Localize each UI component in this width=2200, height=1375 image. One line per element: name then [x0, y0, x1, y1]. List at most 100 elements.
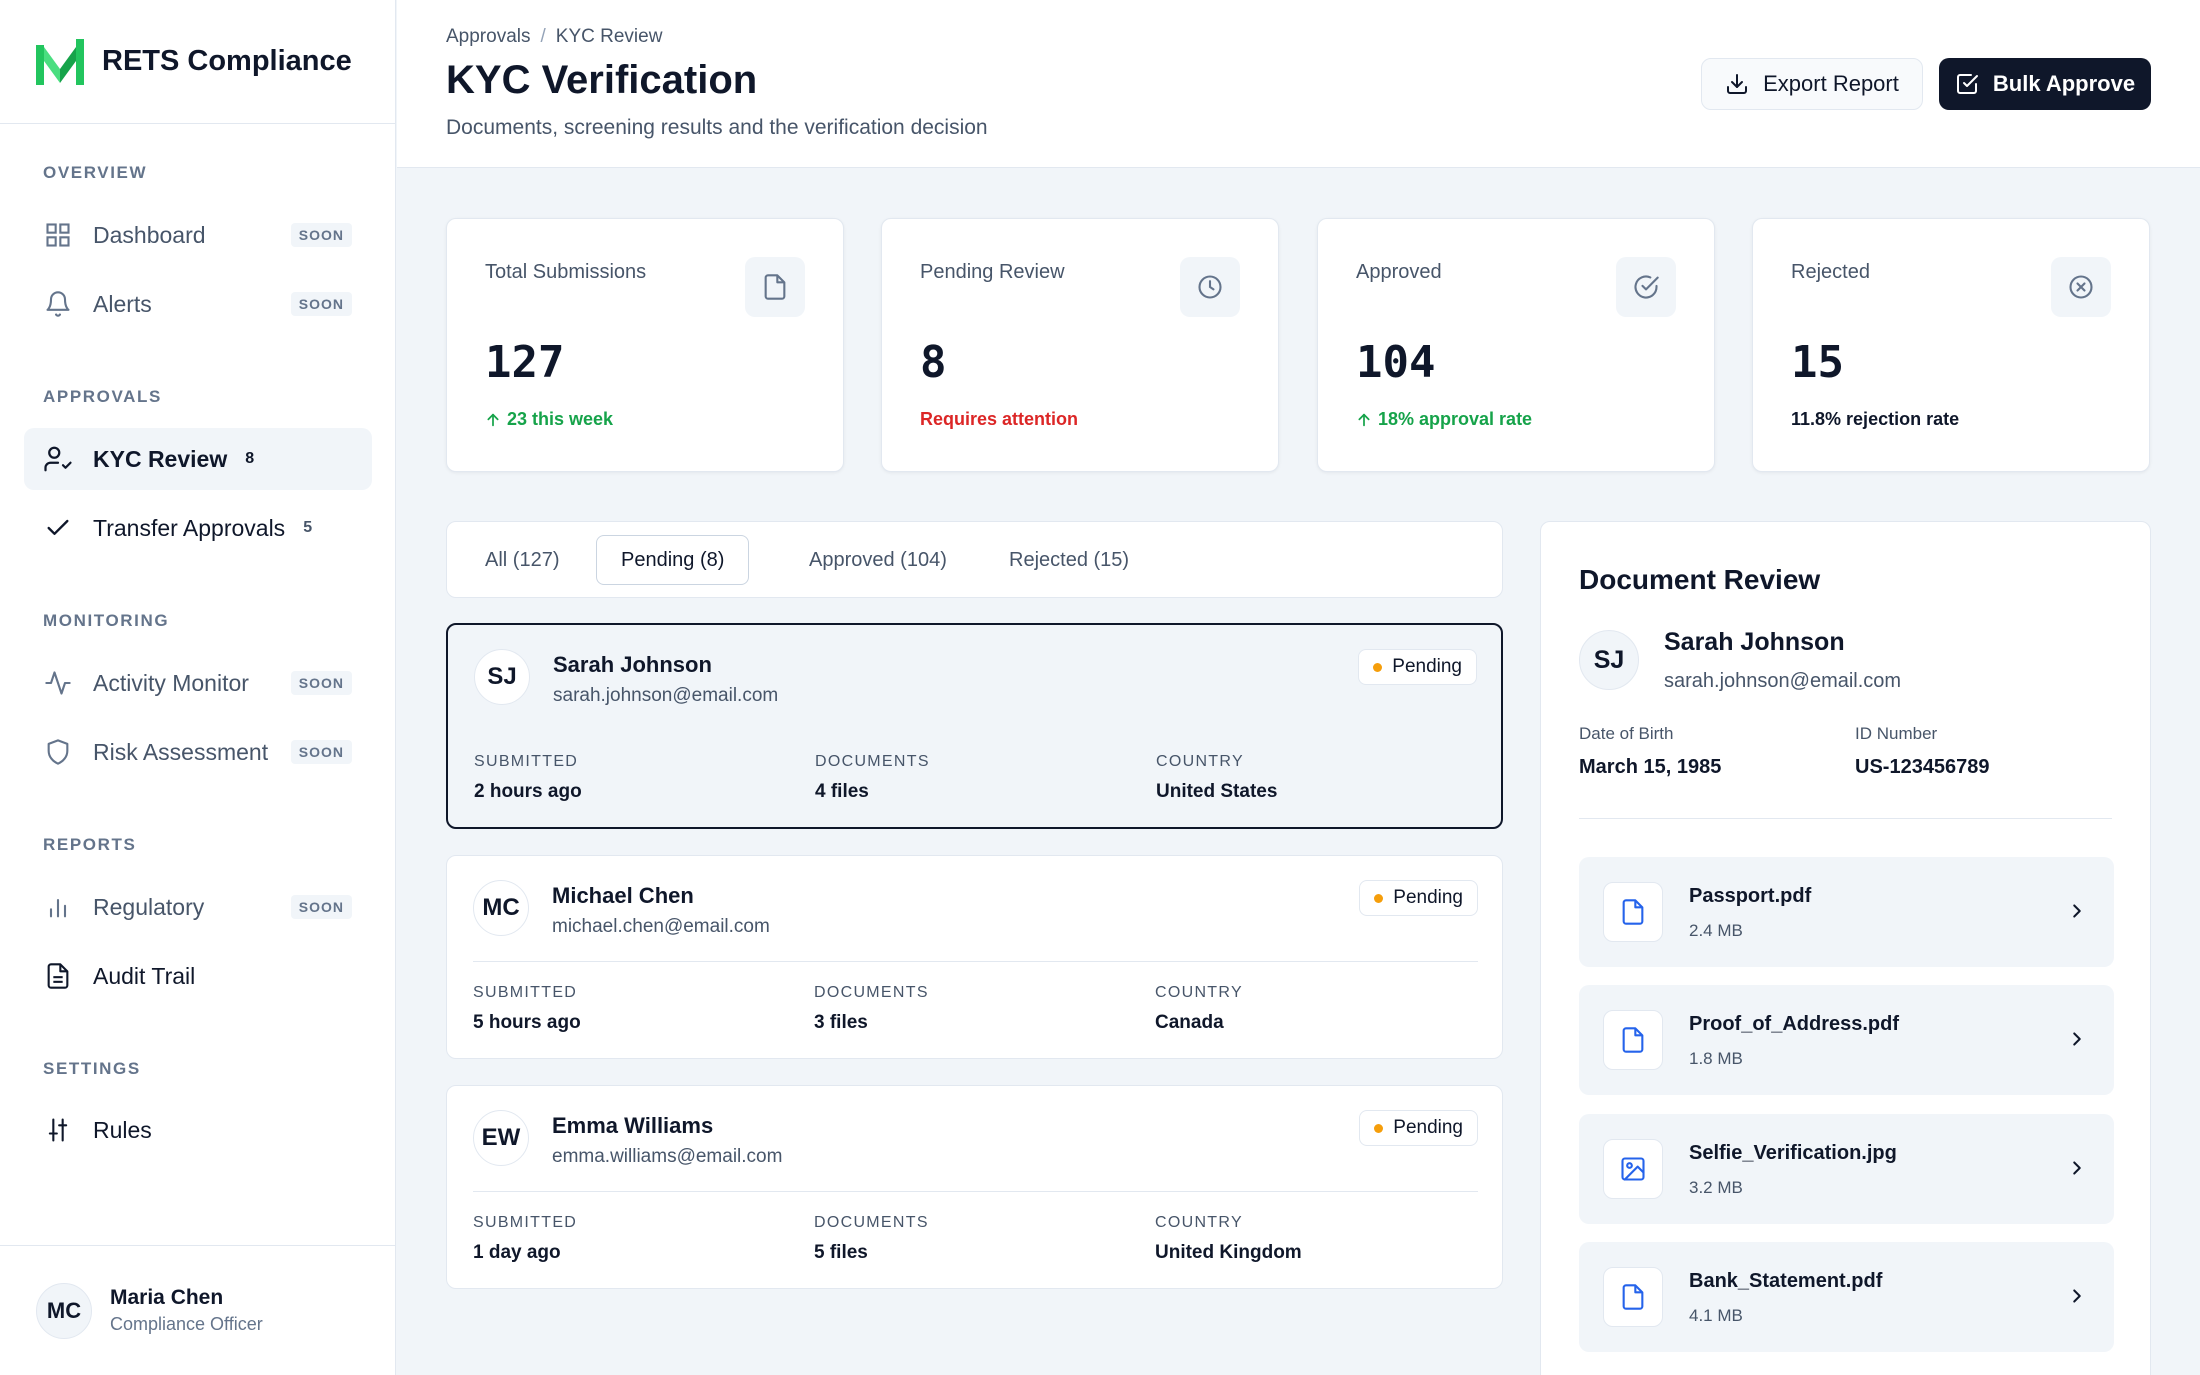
status-dot-icon	[1373, 662, 1383, 672]
applicant-email: michael.chen@email.com	[552, 916, 770, 937]
tab-all[interactable]: All (127)	[485, 548, 560, 571]
submission-card[interactable]: MC Michael Chen michael.chen@email.com P…	[446, 855, 1503, 1059]
stat-note-text: 23 this week	[507, 409, 614, 429]
user-check-icon	[42, 443, 74, 475]
meta-value: 3 files	[814, 1012, 868, 1033]
stat-title: Pending Review	[920, 261, 1065, 283]
document-file-row[interactable]: Proof_of_Address.pdf 1.8 MB	[1579, 985, 2114, 1095]
stat-note-text: 18% approval rate	[1378, 409, 1533, 429]
document-file-row[interactable]: Selfie_Verification.jpg 3.2 MB	[1579, 1114, 2114, 1224]
chevron-right-icon	[2066, 900, 2088, 922]
export-report-label: Export Report	[1763, 71, 1899, 96]
user-name: Maria Chen	[110, 1286, 224, 1309]
sidebar: RETS Compliance OVERVIEW Dashboard SOON …	[0, 0, 396, 1375]
sidebar-item-dashboard[interactable]: Dashboard SOON	[24, 204, 372, 266]
file-name: Selfie_Verification.jpg	[1689, 1142, 1897, 1164]
avatar: SJ	[474, 649, 530, 705]
nav-section-overview: OVERVIEW	[43, 163, 148, 182]
date-of-birth-field: Date of Birth March 15, 1985	[1579, 724, 1721, 779]
check-icon	[42, 512, 74, 544]
nav-section-approvals: APPROVALS	[43, 387, 162, 406]
sidebar-item-regulatory[interactable]: Regulatory SOON	[24, 876, 372, 938]
bulk-approve-button[interactable]: Bulk Approve	[1939, 58, 2151, 110]
meta-label: COUNTRY	[1155, 984, 1243, 1001]
meta-submitted: SUBMITTED 5 hours ago	[473, 984, 581, 1034]
stat-title: Approved	[1356, 261, 1442, 283]
submission-card[interactable]: SJ Sarah Johnson sarah.johnson@email.com…	[446, 623, 1503, 829]
file-icon	[1603, 1267, 1663, 1327]
chevron-right-icon	[2066, 1028, 2088, 1050]
status-dot-icon	[1374, 893, 1384, 903]
avatar: SJ	[1579, 630, 1639, 690]
avatar: MC	[473, 880, 529, 936]
sidebar-item-label: Activity Monitor	[93, 669, 249, 696]
grid-icon	[42, 219, 74, 251]
stat-note: Requires attention	[920, 409, 1078, 430]
submission-card[interactable]: EW Emma Williams emma.williams@email.com…	[446, 1085, 1503, 1289]
applicant-name: Michael Chen	[552, 883, 694, 908]
sidebar-item-transfer-approvals[interactable]: Transfer Approvals 5	[24, 497, 372, 559]
meta-country: COUNTRY United Kingdom	[1155, 1214, 1302, 1264]
sidebar-item-audit-trail[interactable]: Audit Trail	[24, 945, 372, 1007]
sidebar-item-kyc-review[interactable]: KYC Review 8	[24, 428, 372, 490]
meta-submitted: SUBMITTED 1 day ago	[473, 1214, 577, 1264]
sidebar-item-activity-monitor[interactable]: Activity Monitor SOON	[24, 652, 372, 714]
meta-value: 1 day ago	[473, 1242, 561, 1263]
meta-value: 5 hours ago	[473, 1012, 581, 1033]
file-icon	[1603, 1010, 1663, 1070]
user-role: Compliance Officer	[110, 1314, 263, 1334]
activity-icon	[42, 667, 74, 699]
breadcrumb-separator: /	[540, 26, 546, 47]
tab-pending[interactable]: Pending (8)	[596, 535, 750, 585]
tab-rejected[interactable]: Rejected (15)	[1009, 548, 1130, 571]
sidebar-item-alerts[interactable]: Alerts SOON	[24, 273, 372, 335]
id-number-field: ID Number US-123456789	[1855, 724, 1990, 779]
panel-title: Document Review	[1579, 564, 1821, 595]
document-file-row[interactable]: Passport.pdf 2.4 MB	[1579, 857, 2114, 967]
tab-approved[interactable]: Approved (104)	[809, 548, 947, 571]
check-square-icon	[1955, 72, 1979, 96]
applicant-email: sarah.johnson@email.com	[1664, 670, 1902, 692]
file-name: Passport.pdf	[1689, 885, 1812, 907]
breadcrumb-kyc-review: KYC Review	[555, 26, 663, 47]
file-name: Proof_of_Address.pdf	[1689, 1013, 1900, 1035]
stat-note: 23 this week	[485, 409, 613, 430]
status-badge: Pending	[1359, 1110, 1478, 1146]
meta-value: 5 files	[814, 1242, 868, 1263]
status-label: Pending	[1393, 887, 1463, 908]
meta-label: SUBMITTED	[473, 1214, 578, 1231]
meta-country: COUNTRY United States	[1156, 753, 1277, 803]
stat-note: 18% approval rate	[1356, 409, 1532, 430]
bulk-approve-label: Bulk Approve	[1992, 71, 2136, 96]
card-divider	[473, 1191, 1478, 1192]
sidebar-item-risk-assessment[interactable]: Risk Assessment SOON	[24, 721, 372, 783]
applicant-email: emma.williams@email.com	[552, 1146, 783, 1167]
clock-icon	[1180, 257, 1240, 317]
sidebar-item-rules[interactable]: Rules	[24, 1099, 372, 1161]
stat-note: 11.8% rejection rate	[1791, 409, 1959, 430]
arrow-up-icon	[485, 412, 501, 428]
file-name: Bank_Statement.pdf	[1689, 1270, 1883, 1292]
panel-divider	[1579, 818, 2112, 819]
breadcrumb-approvals[interactable]: Approvals	[446, 26, 531, 47]
download-icon	[1725, 72, 1749, 96]
file-size: 1.8 MB	[1689, 1049, 1743, 1068]
status-badge: Pending	[1358, 649, 1477, 685]
file-size: 4.1 MB	[1689, 1306, 1743, 1325]
brand[interactable]: RETS Compliance	[0, 0, 395, 124]
nav-section-monitoring: MONITORING	[43, 611, 170, 630]
export-report-button[interactable]: Export Report	[1701, 58, 1923, 110]
stat-value: 104	[1356, 337, 1436, 388]
status-badge: Pending	[1359, 880, 1478, 916]
image-icon	[1603, 1139, 1663, 1199]
meta-value: United States	[1156, 781, 1278, 802]
breadcrumb: Approvals / KYC Review	[446, 26, 662, 48]
avatar: EW	[473, 1110, 529, 1166]
sidebar-item-label: Regulatory	[93, 893, 205, 920]
user-info: Maria Chen Compliance Officer	[110, 1286, 263, 1335]
user-profile[interactable]: MC Maria Chen Compliance Officer	[0, 1245, 396, 1375]
brand-logo	[36, 38, 84, 85]
document-file-row[interactable]: Bank_Statement.pdf 4.1 MB	[1579, 1242, 2114, 1352]
meta-value: United Kingdom	[1155, 1242, 1302, 1263]
bar-chart-icon	[42, 891, 74, 923]
